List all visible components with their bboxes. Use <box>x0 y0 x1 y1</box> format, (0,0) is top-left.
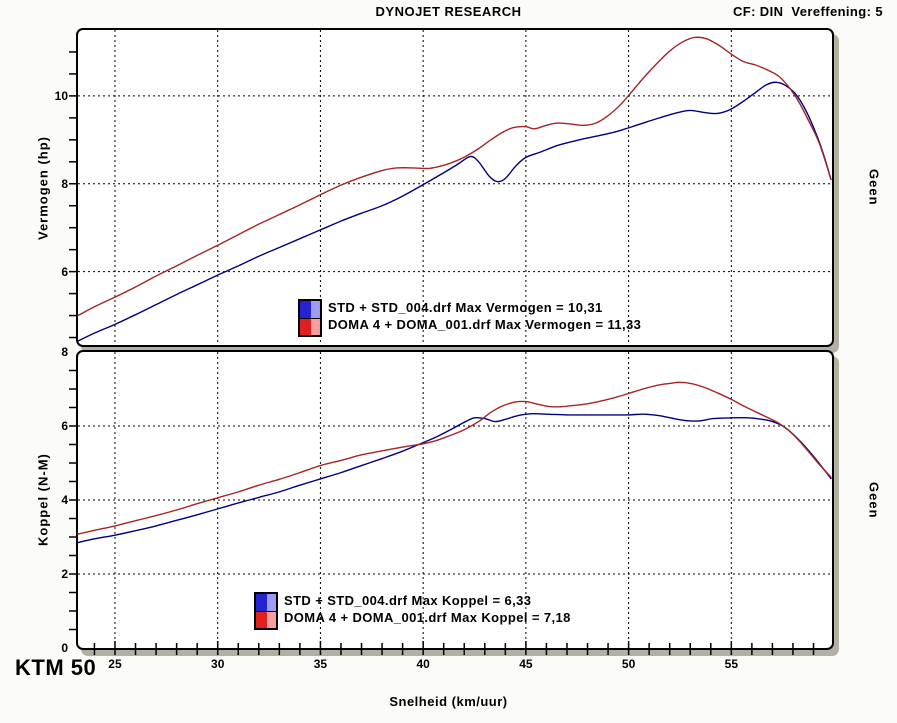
torque-legend-doma: DOMA 4 + DOMA_001.drf Max Koppel = 7,18 <box>284 610 571 625</box>
y-tick-label: 6 <box>61 419 68 433</box>
x-tick-label: 45 <box>519 657 533 671</box>
y-tick-label: 8 <box>61 345 68 359</box>
power-chart: Vermogen (hp) Geen STD + STD_004.drf Max… <box>36 28 882 347</box>
x-tick-label: 25 <box>108 657 122 671</box>
doma-swatch <box>300 318 320 335</box>
torque-legend-std: STD + STD_004.drf Max Koppel = 6,33 <box>284 593 532 608</box>
series-curve-doma <box>77 36 832 317</box>
y-tick-label: 2 <box>61 567 68 581</box>
torque-legend-swatch <box>254 592 278 630</box>
x-axis-title: Snelheid (km/uur) <box>389 694 508 709</box>
series-curve-std <box>77 81 832 342</box>
page-title: DYNOJET RESEARCH <box>375 4 522 19</box>
power-plot-frame <box>76 28 834 347</box>
x-tick-label: 40 <box>416 657 430 671</box>
std-swatch <box>256 594 276 612</box>
model-name: KTM 50 <box>15 655 97 680</box>
x-tick-label: 30 <box>211 657 225 671</box>
torque-chart: Koppel (N-M) Geen STD + STD_004.drf Max … <box>36 345 882 671</box>
y-tick-label: 10 <box>54 88 68 103</box>
series-curve-std <box>77 413 832 544</box>
torque-legend: STD + STD_004.drf Max Koppel = 6,33 DOMA… <box>254 592 571 630</box>
power-right-label: Geen <box>866 169 882 206</box>
x-tick-label: 50 <box>621 657 636 671</box>
y-tick-label: 6 <box>61 264 68 279</box>
correction-info: CF: DIN Vereffening: 5 <box>732 4 883 19</box>
x-tick-label: 55 <box>724 657 738 671</box>
doma-swatch <box>256 611 276 628</box>
vermogen-plot <box>69 30 832 345</box>
series-curve-doma <box>77 381 832 535</box>
power-legend-std: STD + STD_004.drf Max Vermogen = 10,31 <box>328 300 603 315</box>
power-legend-doma: DOMA 4 + DOMA_001.drf Max Vermogen = 11,… <box>328 317 642 332</box>
koppel-plot <box>69 352 832 655</box>
y-tick-label: 0 <box>61 641 68 655</box>
y-tick-label: 4 <box>61 493 68 507</box>
power-legend-swatch <box>298 299 322 337</box>
y-tick-label: 8 <box>61 176 68 191</box>
std-swatch <box>300 301 320 319</box>
torque-right-label: Geen <box>866 481 882 519</box>
x-tick-label: 35 <box>313 657 328 671</box>
power-legend: STD + STD_004.drf Max Vermogen = 10,31 D… <box>298 299 641 337</box>
